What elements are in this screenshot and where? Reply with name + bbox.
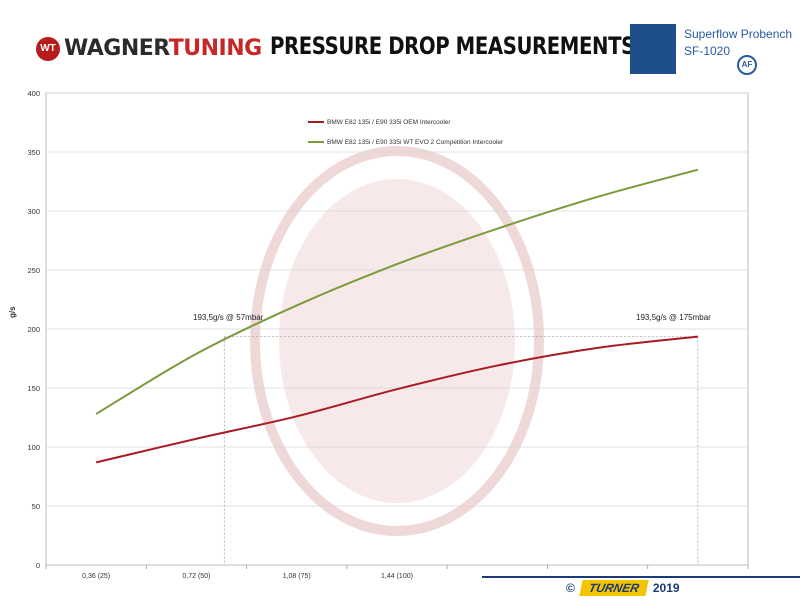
legend-label-evo: BMW E82 135i / E90 335i WT EVO 2 Competi… bbox=[327, 138, 504, 146]
chart-legend: BMW E82 135i / E90 335i OEM Intercooler … bbox=[308, 112, 503, 152]
y-tick-label-7: 350 bbox=[27, 148, 40, 157]
y-tick-label-3: 150 bbox=[27, 384, 40, 393]
legend-label-oem: BMW E82 135i / E90 335i OEM Intercooler bbox=[327, 118, 451, 126]
turner-logo: TURNER bbox=[579, 580, 649, 596]
chart-header: WT WAGNERTUNING PRESSURE DROP MEASUREMEN… bbox=[0, 0, 800, 86]
af-badge-icon: AF bbox=[737, 55, 757, 75]
y-tick-label-2: 100 bbox=[27, 443, 40, 452]
superflow-label: Superflow Probench SF-1020 bbox=[684, 26, 792, 60]
annotation-right: 193,5g/s @ 175mbar bbox=[636, 313, 711, 322]
brand-name-part-a: WAGNER bbox=[64, 36, 169, 61]
x-tick-label-1: 0,72 (50) bbox=[182, 573, 210, 580]
y-axis-label: g/s bbox=[8, 306, 17, 318]
y-tick-label-6: 300 bbox=[27, 207, 40, 216]
x-tick-label-2: 1,08 (75) bbox=[283, 573, 311, 580]
y-tick-label-8: 400 bbox=[27, 89, 40, 98]
y-tick-label-1: 50 bbox=[32, 502, 40, 511]
x-tick-label-0: 0,36 (25) bbox=[82, 573, 110, 580]
legend-swatch-evo bbox=[308, 141, 324, 143]
wagner-tuning-logo: WT WAGNERTUNING bbox=[36, 36, 262, 61]
superflow-logo-icon bbox=[630, 24, 676, 74]
brand-name: WAGNERTUNING bbox=[64, 36, 262, 61]
watermark-ring-outer bbox=[250, 146, 544, 536]
annotation-left: 193,5g/s @ 57mbar bbox=[193, 313, 264, 322]
x-tick-label-3: 1,44 (100) bbox=[381, 573, 413, 580]
y-tick-label-0: 0 bbox=[36, 561, 40, 570]
footer-year: 2019 bbox=[652, 581, 680, 595]
footer-watermark: © TURNER 2019 bbox=[482, 572, 800, 600]
line-chart: 0 50 100 150 200 250 300 350 400 0,36 (25) 0,72 (5… bbox=[27, 89, 749, 580]
footer-bar bbox=[482, 576, 800, 578]
y-tick-label-5: 250 bbox=[27, 266, 40, 275]
chart-title: PRESSURE DROP MEASUREMENTS bbox=[270, 32, 635, 60]
legend-swatch-oem bbox=[308, 121, 324, 123]
legend-item-oem: BMW E82 135i / E90 335i OEM Intercooler bbox=[308, 112, 503, 132]
y-tick-label-4: 200 bbox=[27, 325, 40, 334]
superflow-line2: SF-1020 bbox=[684, 44, 731, 58]
legend-item-evo: BMW E82 135i / E90 335i WT EVO 2 Competi… bbox=[308, 132, 503, 152]
wt-logo-icon: WT bbox=[36, 36, 60, 61]
watermark-ring-inner bbox=[279, 179, 515, 503]
copyright-symbol: © bbox=[566, 581, 575, 595]
footer-text: © TURNER 2019 bbox=[566, 580, 680, 596]
brand-name-part-b: TUNING bbox=[168, 36, 262, 61]
superflow-line1: Superflow Probench bbox=[684, 27, 793, 41]
